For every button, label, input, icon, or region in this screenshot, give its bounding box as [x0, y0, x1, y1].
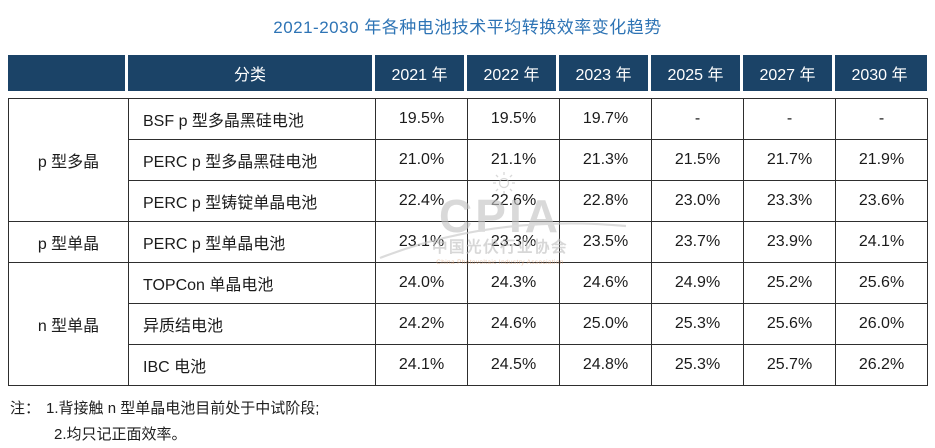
header-cell-2030: 2030 年 — [851, 67, 908, 84]
header-cell-2022: 2022 年 — [467, 55, 559, 91]
header-cell-2023: 2023 年 — [559, 55, 651, 91]
value-cell: 22.4% — [375, 180, 468, 222]
group-cell-p-mono: p 型单晶 — [8, 221, 129, 263]
value-cell: 21.1% — [467, 139, 560, 181]
footnotes: 注： 1.背接触 n 型单晶电池目前处于中试阶段; 2.均只记正面效率。 — [10, 396, 319, 448]
table-row: PERC p 型铸锭单晶电池 22.4% 22.6% 22.8% 23.0% 2… — [9, 180, 928, 222]
table-header-row: 分类 2021 年 2022 年 2023 年 2025 年 2027 年 20… — [8, 55, 927, 91]
tech-name-cell: PERC p 型多晶黑硅电池 — [128, 139, 376, 181]
table-row: p 型多晶 BSF p 型多晶黑硅电池 19.5% 19.5% 19.7% - … — [8, 98, 928, 222]
value-cell: 23.5% — [559, 221, 652, 263]
value-cell: 25.3% — [651, 344, 744, 386]
value-cell: - — [651, 98, 744, 140]
value-cell: 25.6% — [835, 262, 928, 304]
value-cell: 26.0% — [835, 303, 928, 345]
header-cell-category: 分类 — [128, 55, 375, 91]
group-cell-p-multi: p 型多晶 — [8, 98, 129, 222]
value-cell: 23.6% — [835, 180, 928, 222]
tech-name-cell: 异质结电池 — [128, 303, 376, 345]
value-cell: 19.5% — [467, 98, 560, 140]
table-title: 2021-2030 年各种电池技术平均转换效率变化趋势 — [273, 18, 662, 37]
value-cell: 24.8% — [559, 344, 652, 386]
note-item-2: 2.均只记正面效率。 — [54, 426, 187, 443]
table-row: PERC p 型多晶黑硅电池 21.0% 21.1% 21.3% 21.5% 2… — [9, 139, 928, 181]
value-cell: 24.5% — [467, 344, 560, 386]
value-cell: 24.9% — [651, 262, 744, 304]
value-cell: 24.2% — [375, 303, 468, 345]
value-cell: 19.5% — [375, 98, 468, 140]
value-cell: 25.7% — [743, 344, 836, 386]
value-cell: 23.9% — [743, 221, 836, 263]
value-cell: 22.8% — [559, 180, 652, 222]
table-row: p 型单晶 PERC p 型单晶电池 23.1% 23.3% 23.5% 23.… — [8, 221, 928, 263]
tech-name-cell: IBC 电池 — [128, 344, 376, 386]
table-row: 异质结电池 24.2% 24.6% 25.0% 25.3% 25.6% 26.0… — [9, 303, 928, 345]
header-cell-2025: 2025 年 — [651, 55, 743, 91]
header-cell-2021: 2021 年 — [375, 55, 467, 91]
value-cell: 25.2% — [743, 262, 836, 304]
value-cell: 21.7% — [743, 139, 836, 181]
table-row: n 型单晶 TOPCon 单晶电池 24.0% 24.3% 24.6% 24.9… — [8, 262, 928, 386]
value-cell: 25.3% — [651, 303, 744, 345]
value-cell: 23.1% — [375, 221, 468, 263]
efficiency-table: 分类 2021 年 2022 年 2023 年 2025 年 2027 年 20… — [8, 55, 928, 386]
note-prefix: 注： — [10, 400, 41, 417]
tech-name-cell: BSF p 型多晶黑硅电池 — [128, 98, 376, 140]
value-cell: 24.6% — [559, 262, 652, 304]
value-cell: - — [743, 98, 836, 140]
value-cell: 24.6% — [467, 303, 560, 345]
note-item-1: 1.背接触 n 型单晶电池目前处于中试阶段; — [46, 400, 320, 417]
value-cell: 22.6% — [467, 180, 560, 222]
value-cell: 24.0% — [375, 262, 468, 304]
tech-name-cell: PERC p 型单晶电池 — [128, 221, 376, 263]
value-cell: 23.0% — [651, 180, 744, 222]
tech-name-cell: PERC p 型铸锭单晶电池 — [128, 180, 376, 222]
value-cell: 26.2% — [835, 344, 928, 386]
value-cell: - — [835, 98, 928, 140]
value-cell: 21.0% — [375, 139, 468, 181]
value-cell: 21.9% — [835, 139, 928, 181]
group-cell-n-mono: n 型单晶 — [8, 262, 129, 386]
value-cell: 25.6% — [743, 303, 836, 345]
tech-name-cell: TOPCon 单晶电池 — [128, 262, 376, 304]
value-cell: 25.0% — [559, 303, 652, 345]
value-cell: 21.5% — [651, 139, 744, 181]
value-cell: 23.3% — [467, 221, 560, 263]
value-cell: 24.1% — [835, 221, 928, 263]
header-cell-2027: 2027 年 — [743, 55, 835, 91]
value-cell: 24.1% — [375, 344, 468, 386]
value-cell: 24.3% — [467, 262, 560, 304]
table-row: IBC 电池 24.1% 24.5% 24.8% 25.3% 25.7% 26.… — [9, 344, 928, 386]
table-body: p 型多晶 BSF p 型多晶黑硅电池 19.5% 19.5% 19.7% - … — [8, 98, 928, 386]
value-cell: 21.3% — [559, 139, 652, 181]
value-cell: 19.7% — [559, 98, 652, 140]
header-cell-empty — [8, 55, 128, 91]
value-cell: 23.3% — [743, 180, 836, 222]
value-cell: 23.7% — [651, 221, 744, 263]
